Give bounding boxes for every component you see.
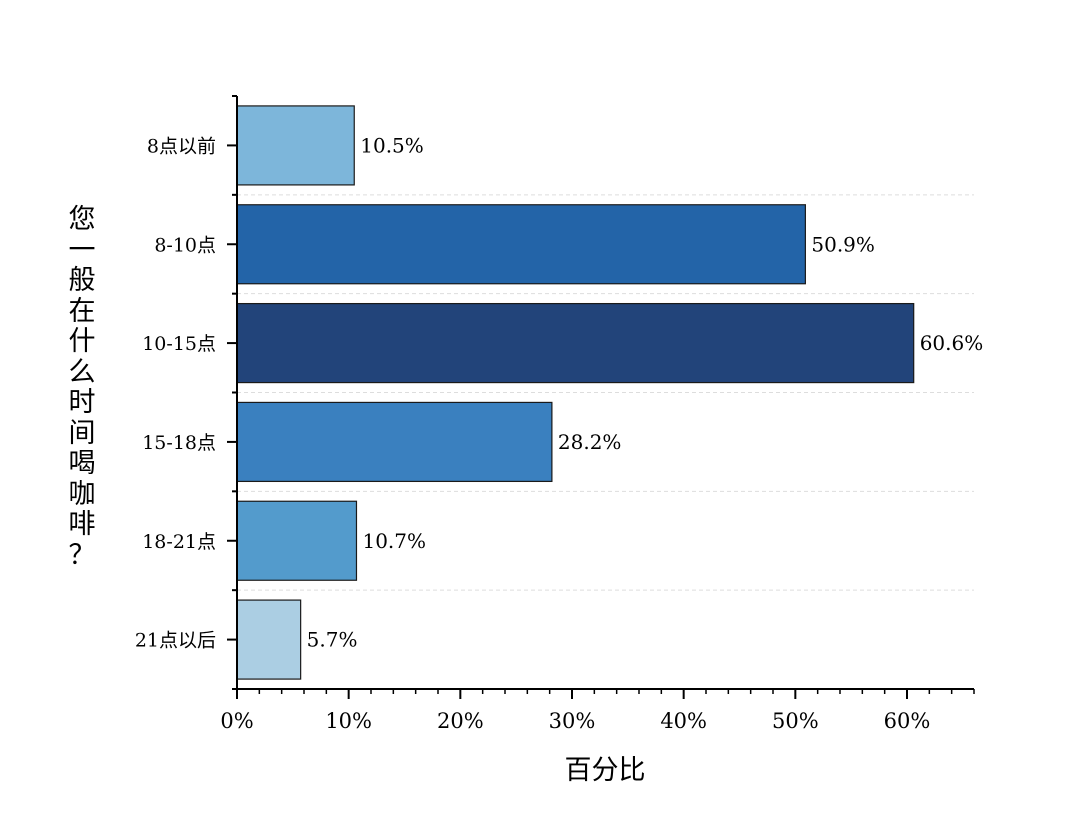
axes-group	[227, 95, 975, 699]
y-axis-title-char: ？	[68, 539, 96, 571]
y-axis-title-char: 间	[68, 417, 96, 449]
y-axis-title-char: 般	[68, 265, 96, 296]
bar-value-label: 50.9%	[811, 232, 875, 256]
y-tick-label: 15-18点	[142, 432, 216, 454]
labels-group: 10.5% 8点以前 50.9% 8-10点 60.6% 10-15点 28.2% 15-18…	[135, 133, 983, 733]
x-tick-label: 60%	[884, 709, 931, 733]
bar-value-label: 10.5%	[360, 133, 424, 157]
grid-lines	[237, 194, 974, 591]
bar-value-label: 28.2%	[558, 430, 622, 454]
bar-value-label: 10.7%	[362, 529, 426, 553]
bar-value-label: 5.7%	[307, 628, 358, 652]
y-axis-title-char: 什	[68, 326, 96, 357]
y-axis-title-char: 一	[68, 234, 96, 266]
bar	[236, 302, 915, 384]
bar	[236, 401, 553, 483]
x-tick-label: 0%	[220, 709, 253, 733]
y-axis-title-char: 啡	[68, 509, 96, 540]
y-tick-label: 8-10点	[154, 234, 216, 256]
y-axis-title-char: 时	[68, 387, 96, 418]
y-axis-title-char: 在	[68, 295, 96, 327]
y-tick-label: 8点以前	[147, 135, 216, 157]
y-axis-title-char: 您	[68, 204, 96, 235]
bar	[236, 105, 355, 186]
y-axis-title-char: 咖	[68, 478, 96, 510]
y-tick-label: 10-15点	[142, 333, 216, 355]
bar	[236, 204, 806, 285]
y-axis-title-char: 么	[68, 356, 96, 388]
x-tick-label: 40%	[660, 709, 707, 733]
bar-value-label: 60.6%	[920, 331, 984, 355]
y-axis-title: 您一般在什么时间喝咖啡？	[60, 204, 104, 571]
y-tick-label: 18-21点	[142, 531, 216, 553]
x-axis-title: 百分比	[564, 755, 646, 786]
bars-group	[236, 105, 915, 680]
bar	[236, 599, 302, 680]
x-tick-label: 10%	[325, 709, 372, 733]
x-tick-label: 30%	[549, 709, 596, 733]
x-tick-label: 50%	[772, 709, 819, 733]
y-tick-label: 21点以后	[135, 630, 216, 652]
x-tick-label: 20%	[437, 709, 484, 733]
y-axis-title-char: 喝	[68, 448, 96, 479]
bar	[236, 500, 358, 581]
